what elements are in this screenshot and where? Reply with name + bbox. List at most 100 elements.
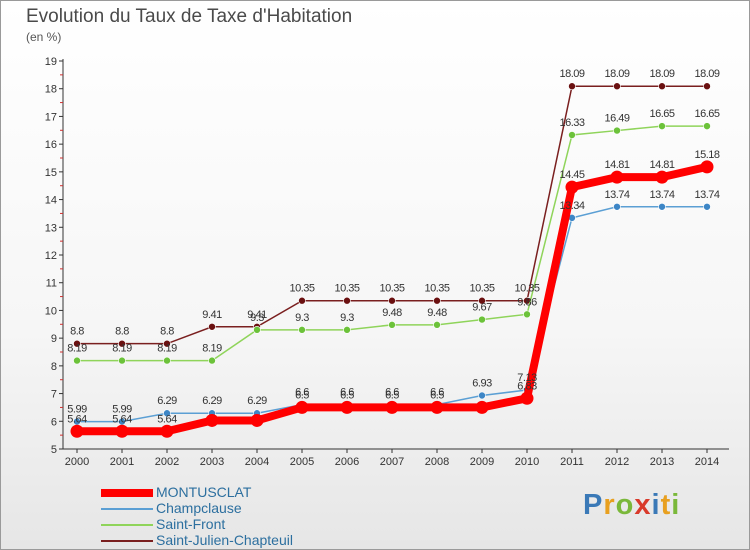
data-point [208,322,216,331]
x-tick-label: 2003 [200,456,224,468]
data-label: 18.09 [649,68,674,80]
data-label: 5.64 [112,413,132,425]
data-point [163,339,171,348]
data-point [298,296,306,305]
y-tick-label: 15 [45,167,57,179]
data-label: 13.74 [604,189,629,201]
data-label: 10.35 [424,283,449,295]
y-tick-label: 18 [45,84,57,96]
data-point [118,339,126,348]
proxiti-logo: Proxiti [583,489,680,522]
data-point [568,131,576,139]
data-label: 6.5 [295,389,309,401]
data-point [703,202,711,211]
data-label: 8.19 [67,343,87,355]
data-label: 18.09 [604,68,629,80]
data-label: 7.13 [517,372,537,384]
legend-label: Saint-Julien-Chapteuil [156,532,293,548]
data-label: 9.41 [202,309,222,321]
y-tick-label: 14 [45,195,57,207]
legend-swatch [101,489,153,497]
data-point [433,296,441,305]
data-label: 18.09 [694,68,719,80]
data-label: 6.5 [385,389,399,401]
data-label: 9.48 [382,307,402,319]
data-label: 16.65 [694,108,719,120]
data-point [658,202,666,211]
y-tick-label: 8 [51,361,57,373]
data-label: 8.8 [160,326,174,338]
data-label: 6.6 [385,387,399,399]
data-point [343,326,351,334]
y-tick-label: 5 [51,444,57,456]
data-label: 9.3 [340,312,354,324]
data-label: 5.99 [67,404,87,416]
logo-letter: i [671,489,681,521]
legend-label: MONTUSCLAT [156,484,252,500]
logo-letter: o [615,489,635,521]
data-label: 8.19 [112,343,132,355]
data-label: 16.65 [649,108,674,120]
data-point [253,326,261,334]
data-point [73,339,81,348]
y-tick-label: 11 [46,278,57,290]
data-label: 13.74 [649,189,674,201]
data-point [115,424,129,438]
y-tick-label: 7 [51,389,57,401]
data-point [520,391,534,405]
data-label: 8.19 [157,343,177,355]
data-label: 10.35 [334,283,359,295]
data-point [568,82,576,91]
data-label: 9.3 [250,312,264,324]
logo-letter: i [651,489,661,521]
data-label: 10.35 [379,283,404,295]
legend-swatch [101,524,153,526]
data-label: 8.8 [70,326,84,338]
y-tick-label: 19 [45,56,57,68]
data-label: 10.35 [289,283,314,295]
x-tick-label: 2010 [515,456,539,468]
data-point [703,122,711,130]
data-label: 5.64 [67,413,87,425]
data-label: 10.35 [469,283,494,295]
unit-label: (en %) [26,30,62,44]
y-tick-label: 17 [45,111,57,123]
data-point [475,400,489,414]
data-label: 14.81 [649,159,674,171]
y-tick-label: 12 [45,250,57,262]
data-point [163,409,171,418]
data-point [703,82,711,91]
data-point [610,170,624,184]
data-point [658,122,666,130]
x-tick-label: 2011 [560,456,584,468]
logo-letter: x [634,489,652,521]
data-label: 5.64 [157,413,177,425]
data-point [343,296,351,305]
data-point [388,321,396,329]
data-label: 9.48 [427,307,447,319]
data-point [340,400,354,414]
data-point [430,400,444,414]
data-label: 6.6 [430,387,444,399]
data-point [250,413,264,427]
data-label: 9.41 [247,309,267,321]
logo-letter: P [583,489,604,521]
data-point [478,296,486,305]
data-label: 14.45 [559,169,584,181]
data-point [613,82,621,91]
data-point [385,400,399,414]
data-point [658,82,666,91]
data-label: 8.19 [202,343,222,355]
y-tick-label: 13 [45,222,57,234]
chart-title: Evolution du Taux de Taxe d'Habitation [26,6,353,27]
data-point [295,400,309,414]
y-tick-label: 16 [45,139,57,151]
data-label: 13.74 [694,189,719,201]
data-point [160,424,174,438]
legend-label: Champclause [156,500,242,516]
data-label: 16.33 [559,117,584,129]
x-tick-label: 2001 [110,456,134,468]
data-point [298,326,306,334]
data-label: 6.29 [157,395,177,407]
data-label: 14.81 [604,159,629,171]
